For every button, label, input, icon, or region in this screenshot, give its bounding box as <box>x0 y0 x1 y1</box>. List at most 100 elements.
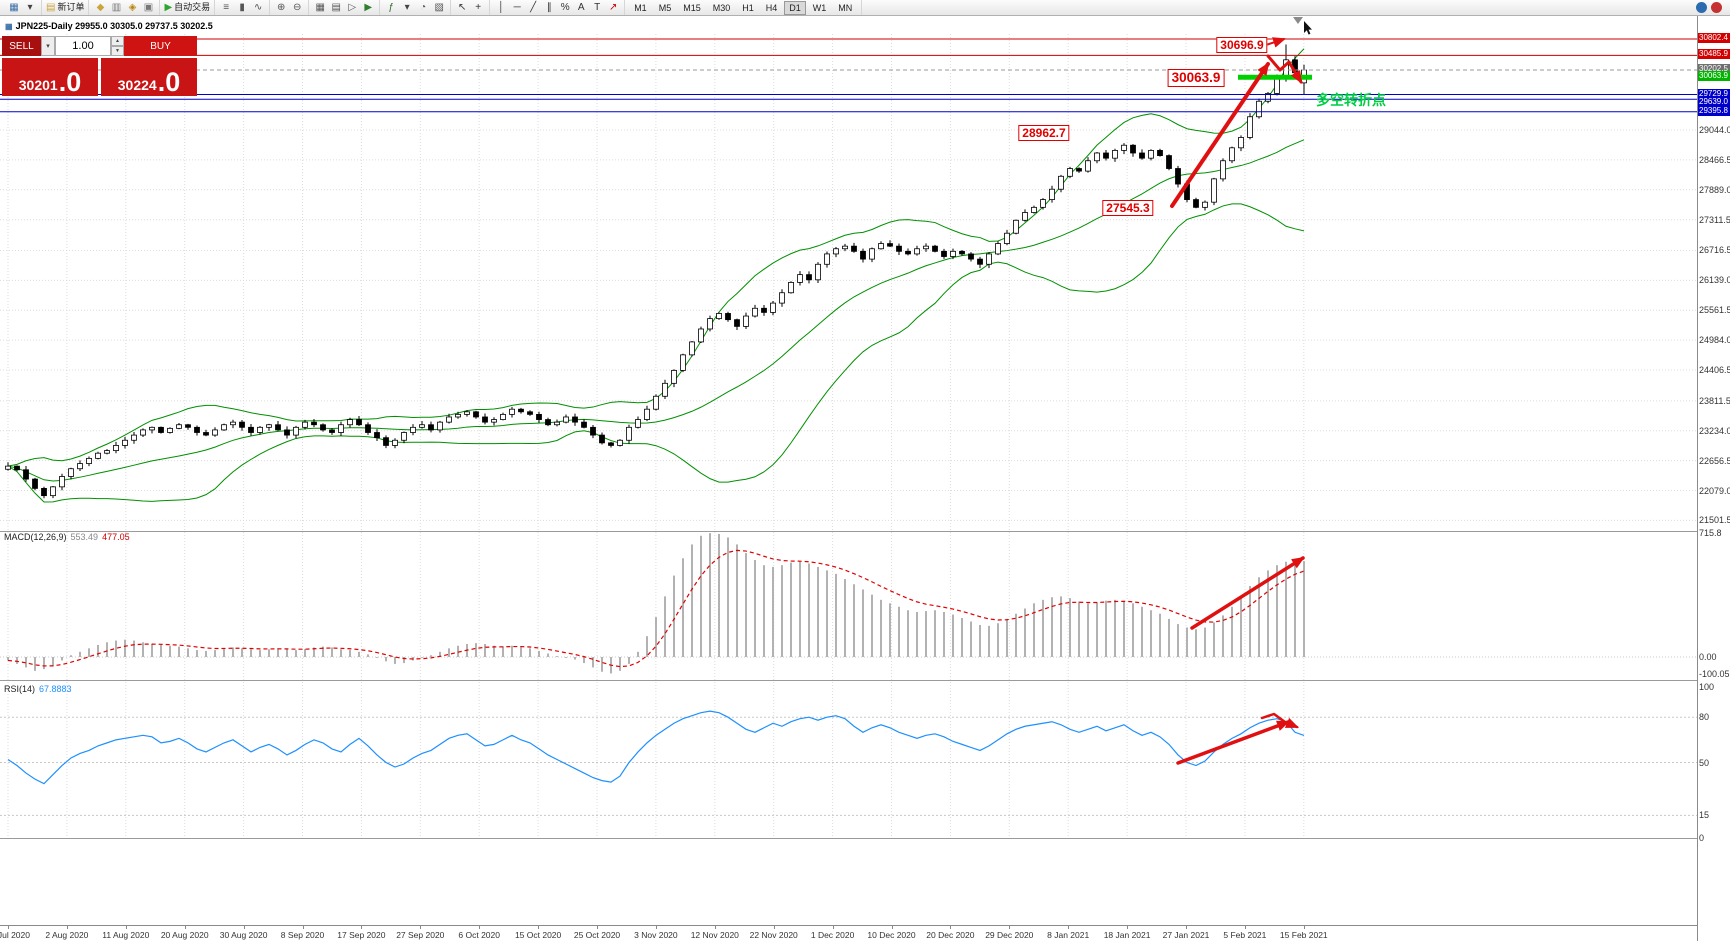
candle-chart-icon: ▮ <box>239 2 245 13</box>
sell-price-button[interactable]: 30201 .0 <box>2 58 98 96</box>
indicators-icon[interactable]: ƒ <box>383 1 399 14</box>
date-label: 20 Aug 2020 <box>160 930 209 940</box>
buy-price-button[interactable]: 30224 .0 <box>101 58 197 96</box>
timeframe-button-M1[interactable]: M1 <box>634 2 647 13</box>
axis-label: 15 <box>1699 810 1710 821</box>
indicators-icon: ƒ <box>388 2 394 13</box>
volume-input[interactable] <box>55 36 111 56</box>
new-order-button-label: 新订单 <box>57 2 85 12</box>
trendline-icon[interactable]: ╱ <box>525 1 541 14</box>
chart-list-dropdown-icon: ▾ <box>27 2 33 13</box>
toolbar-right-icons <box>1696 2 1727 13</box>
market-watch-icon[interactable]: ◆ <box>92 1 108 14</box>
price-tag: 30802.4 <box>1698 33 1730 43</box>
vertical-line-icon[interactable]: │ <box>493 1 509 14</box>
navigator-icon: ◈ <box>128 2 137 13</box>
date-label: 18 Jan 2021 <box>1103 930 1151 940</box>
line-chart-icon[interactable]: ∿ <box>250 1 266 14</box>
timeframe-button-D1[interactable]: D1 <box>784 0 806 15</box>
date-label: 5 Feb 2021 <box>1223 930 1267 940</box>
bar-chart-icon[interactable]: ≡ <box>218 1 234 14</box>
horizontal-line-icon: ─ <box>513 2 521 13</box>
templates-icon[interactable]: ▧ <box>431 1 447 14</box>
volume-step-up-icon[interactable]: ▲ <box>111 36 124 46</box>
terminal-icon[interactable]: ▣ <box>140 1 156 14</box>
date-label: 30 Aug 2020 <box>219 930 268 940</box>
date-tick <box>66 926 68 929</box>
new-chart-icon[interactable]: ▦ <box>6 1 22 14</box>
axis-label: 22079.0 <box>1699 485 1730 496</box>
label-icon[interactable]: T <box>589 1 605 14</box>
arrange-icon[interactable]: ▤ <box>328 1 344 14</box>
timeframe-button-M5[interactable]: M5 <box>658 2 672 13</box>
timeframe-button-H1[interactable]: H1 <box>742 2 754 13</box>
rsi-indicator-label: RSI(14) 67.8883 <box>4 684 72 694</box>
chart-list-dropdown-icon[interactable]: ▾ <box>22 1 38 14</box>
zoom-in-icon: ⊕ <box>276 2 286 13</box>
navigator-icon[interactable]: ◈ <box>124 1 140 14</box>
line-chart-icon: ∿ <box>253 2 263 13</box>
channel-icon[interactable]: ∥ <box>541 1 557 14</box>
timeframe-button-MN[interactable]: MN <box>838 2 853 13</box>
community-icon[interactable] <box>1696 2 1707 13</box>
label-icon: T <box>594 2 601 13</box>
price-axis[interactable]: 29044.0 28466.5 27889.0 27311.5 26716.5 26139… <box>1697 16 1730 941</box>
timeframe-button-M15[interactable]: M15 <box>683 2 701 13</box>
shift-chart-icon[interactable]: ▷ <box>344 1 360 14</box>
fibonacci-icon[interactable]: % <box>557 1 573 14</box>
bar-chart-icon: ≡ <box>223 2 230 13</box>
date-label: 11 Aug 2020 <box>102 930 150 940</box>
periods-icon[interactable]: ◔ <box>415 1 431 14</box>
chart-shift-marker[interactable] <box>1293 17 1303 24</box>
chart-canvas[interactable] <box>0 16 1697 925</box>
buy-price-frac: .0 <box>157 66 181 97</box>
volume-step-down-icon[interactable]: ▼ <box>111 46 124 56</box>
date-tick <box>1068 926 1070 929</box>
candle-chart-icon[interactable]: ▮ <box>234 1 250 14</box>
tile-windows-icon: ▦ <box>315 2 325 13</box>
toolbar-group: │ ─ ╱ ∥% A T ↗ <box>490 0 626 15</box>
date-label: 27 Sep 2020 <box>396 930 445 940</box>
auto-scroll-icon[interactable]: ▶ <box>360 1 376 14</box>
volume-dropdown-icon[interactable]: ▾ <box>41 36 55 56</box>
date-label: 27 Jan 2021 <box>1162 930 1210 940</box>
toolbar-group: ▦ ▾ <box>3 0 42 15</box>
price-tag: 29395.8 <box>1698 105 1730 116</box>
buy-price-int: 30224 <box>117 77 157 93</box>
zoom-out-icon[interactable]: ⊖ <box>289 1 305 14</box>
axis-label: -100.05 <box>1699 669 1730 680</box>
toolbar-group: ≡ ▮ ∿ <box>215 0 271 15</box>
one-click-trading-panel: SELL ▾ ▲ ▼ BUY 30201 .0 30224 .0 <box>2 36 197 96</box>
zoom-in-icon[interactable]: ⊕ <box>273 1 289 14</box>
date-tick <box>773 926 775 929</box>
new-order-button[interactable]: ▤ 新订单 <box>45 1 85 14</box>
text-icon[interactable]: A <box>573 1 589 14</box>
timeframe-button-W1[interactable]: W1 <box>812 2 827 13</box>
data-window-icon[interactable]: ▥ <box>108 1 124 14</box>
market-watch-icon: ◆ <box>96 2 105 13</box>
arrows-icon: ↗ <box>608 2 618 13</box>
axis-label: 21501.5 <box>1699 515 1730 526</box>
timeframe-button-H4[interactable]: H4 <box>765 2 778 13</box>
shift-chart-icon: ▷ <box>348 2 357 13</box>
date-tick <box>1127 926 1129 929</box>
tile-windows-icon[interactable]: ▦ <box>312 1 328 14</box>
crosshair-icon[interactable]: + <box>470 1 486 14</box>
date-tick <box>184 926 186 929</box>
autotrade-button[interactable]: ▶ 自动交易 <box>163 1 211 14</box>
rsi-value: 67.8883 <box>39 684 72 694</box>
buy-button[interactable]: BUY <box>124 36 197 56</box>
axis-label: 0 <box>1699 833 1705 843</box>
arrows-icon[interactable]: ↗ <box>605 1 621 14</box>
indicators-dropdown-icon[interactable]: ▾ <box>399 1 415 14</box>
date-axis[interactable]: 23 Jul 2020 2 Aug 2020 11 Aug 2020 20 Aug 2… <box>0 925 1697 941</box>
cursor-icon[interactable]: ↖ <box>454 1 470 14</box>
sell-button[interactable]: SELL <box>2 36 41 56</box>
arrange-icon: ▤ <box>331 2 341 13</box>
alert-icon[interactable] <box>1711 2 1722 13</box>
main-toolbar: ▦ ▾ ▤ 新订单 ◆ ▥ ◈ ▣ ▶ 自动交易 ≡ ▮ ∿ ⊕ ⊖ ▦ ▤ ▷ ▶ ƒ ▾ ◔ ▧ ↖ + │ ─ ╱ ∥% A T ↗ M1… <box>0 0 1730 16</box>
timeframe-button-M30[interactable]: M30 <box>712 2 731 13</box>
horizontal-line-icon[interactable]: ─ <box>509 1 525 14</box>
terminal-icon: ▣ <box>143 2 154 13</box>
